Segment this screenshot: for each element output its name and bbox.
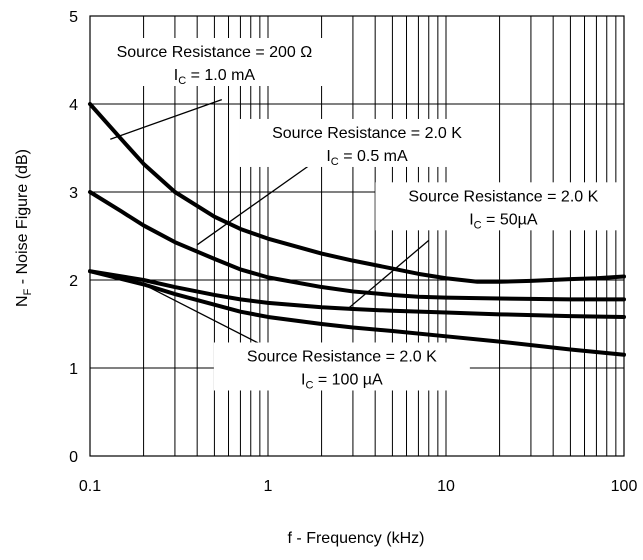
annotation-title-4: Source Resistance = 2.0 K — [247, 348, 437, 365]
y-tick-label: 1 — [69, 361, 78, 378]
series-line-3 — [88, 269, 626, 319]
annotation-current-subscript: C — [178, 75, 186, 87]
annotation-leader-2 — [196, 165, 310, 246]
annotation-current-value: = 50µA — [482, 211, 538, 228]
series-layer — [88, 102, 626, 357]
x-tick-label: 1 — [264, 478, 273, 495]
tick-layer: 0 1 2 3 4 5 0.1 1 10 100 — [69, 9, 637, 495]
annotation-current-subscript: C — [331, 156, 339, 168]
y-tick-label: 2 — [69, 273, 78, 290]
x-tick-label: 10 — [437, 478, 455, 495]
plot-frame — [89, 15, 625, 457]
annotation-leader-1 — [110, 98, 223, 140]
annotation-current-3: IC = 50µA — [469, 211, 538, 231]
annotation-current-symbol: I — [326, 148, 330, 165]
series-line-4 — [88, 269, 626, 357]
annotation-current-2: IC = 0.5 mA — [326, 148, 408, 168]
y-tick-label: 3 — [69, 185, 78, 202]
x-tick-label: 0.1 — [79, 478, 101, 495]
annotation-box-4 — [213, 342, 470, 391]
annotation-current-subscript: C — [474, 219, 482, 231]
annotation-leader-3 — [347, 239, 430, 310]
x-tick-label: 100 — [611, 478, 638, 495]
y-tick-label: 5 — [69, 9, 78, 26]
annotation-current-value: = 0.5 mA — [339, 148, 408, 165]
y-tick-label: 4 — [69, 97, 78, 114]
y-axis-label: NF - Noise Figure (dB) — [14, 149, 34, 307]
y-axis-label-main: N — [14, 295, 31, 307]
annotation-leader-4 — [143, 283, 265, 347]
annotation-title-1: Source Resistance = 200 Ω — [117, 44, 313, 61]
annotation-title-2: Source Resistance = 2.0 K — [272, 125, 462, 142]
annotation-title-3: Source Resistance = 2.0 K — [408, 188, 598, 205]
annotation-current-symbol: I — [301, 371, 305, 388]
annotation-current-value: = 100 µA — [313, 371, 383, 388]
annotation-box-1 — [76, 38, 352, 86]
annotation-current-subscript: C — [305, 379, 313, 391]
annotation-current-4: IC = 100 µA — [301, 371, 383, 391]
annotation-layer: Source Resistance = 200 ΩIC = 1.0 mASour… — [76, 38, 632, 391]
y-axis-label-sub: F — [22, 288, 34, 295]
y-tick-label: 0 — [69, 449, 78, 466]
series-line-2 — [88, 190, 626, 302]
y-axis-label-rest: - Noise Figure (dB) — [14, 149, 31, 289]
annotation-box-3 — [375, 182, 632, 231]
annotation-current-1: IC = 1.0 mA — [174, 67, 256, 87]
annotation-box-2 — [239, 118, 495, 167]
annotation-current-value: = 1.0 mA — [186, 67, 255, 84]
series-line-1 — [88, 102, 626, 284]
annotation-current-symbol: I — [469, 211, 473, 228]
annotation-current-symbol: I — [174, 67, 178, 84]
x-axis-label: f - Frequency (kHz) — [288, 530, 425, 547]
